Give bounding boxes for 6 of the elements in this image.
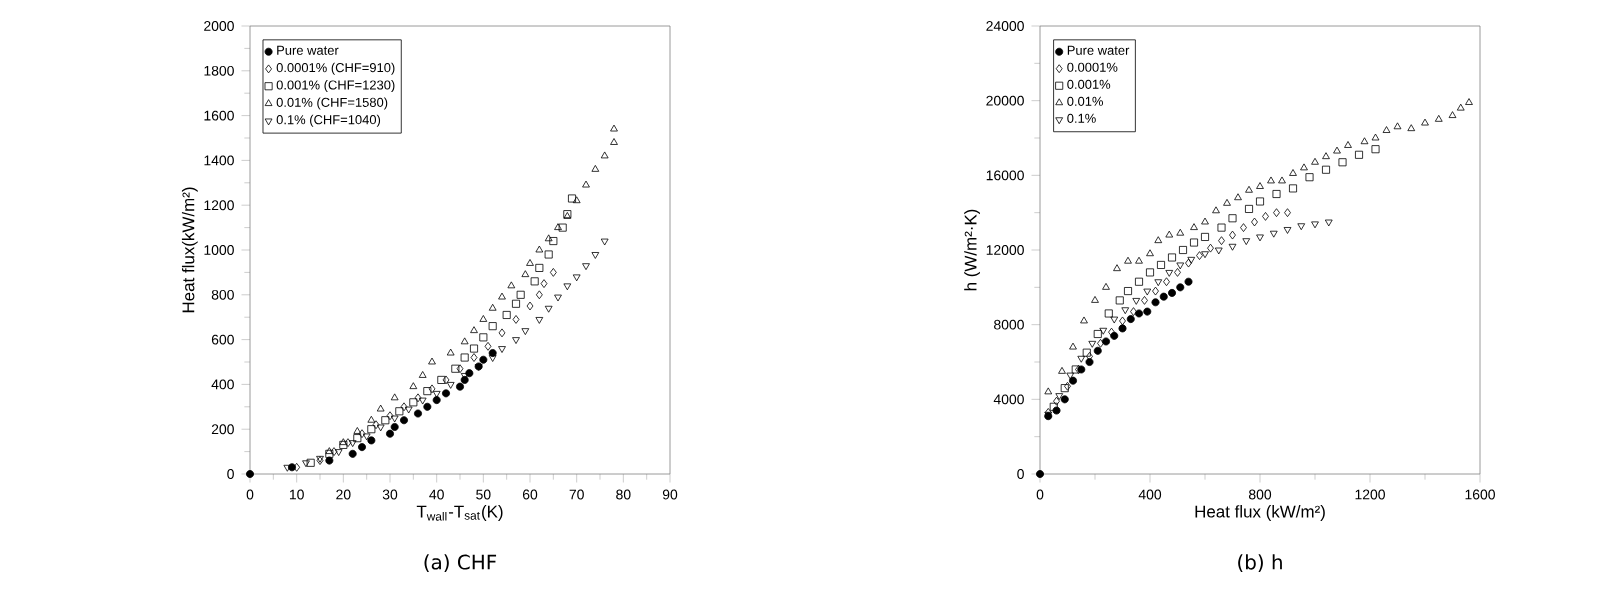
x-axis-title: T$_{wall}$-T$_{sat}$(K) <box>416 505 503 521</box>
text: (b) h <box>1238 554 1282 572</box>
x-axis-title: Heat flux (kW/m²) <box>1195 505 1325 521</box>
y-axis-title: Heat flux(kW/m²) <box>181 187 198 313</box>
text: (a) CHF <box>424 554 497 572</box>
y-axis-title: h (W/m²·K) <box>964 209 980 291</box>
